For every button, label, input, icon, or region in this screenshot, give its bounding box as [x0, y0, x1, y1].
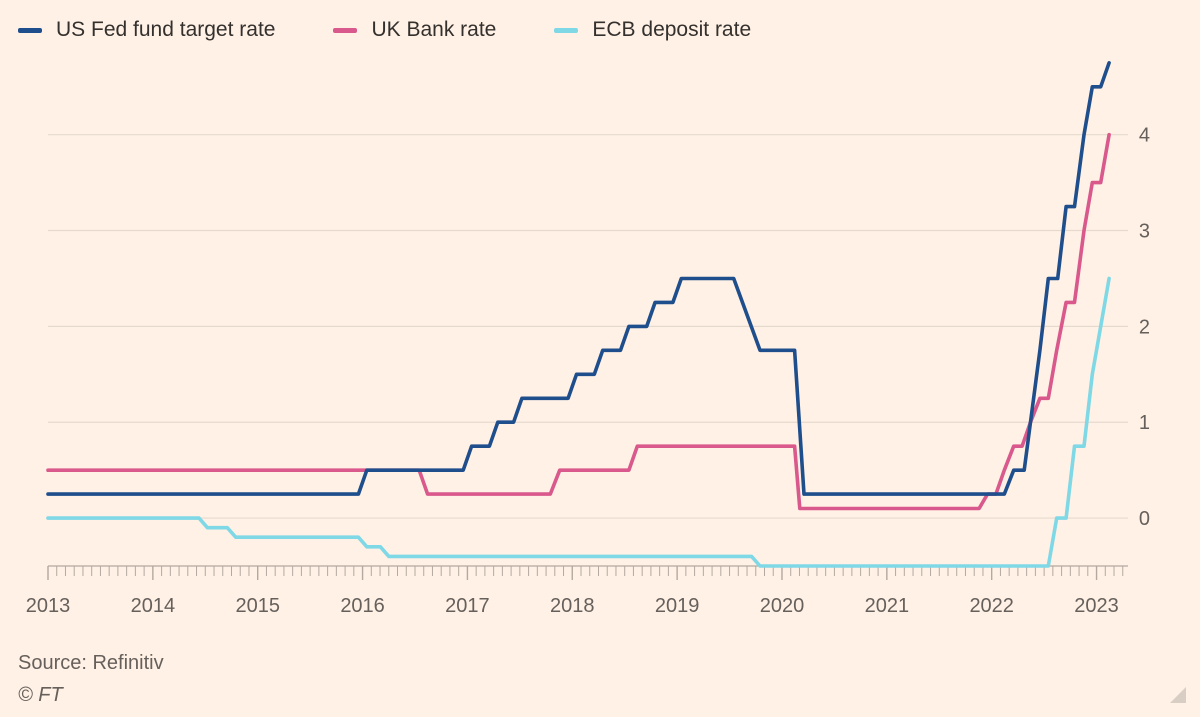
x-tick-label-2015: 2015	[235, 595, 280, 617]
x-tick-label-2014: 2014	[131, 595, 176, 617]
x-tick-label-2020: 2020	[760, 595, 805, 617]
legend-label-ecb: ECB deposit rate	[592, 18, 752, 41]
legend-swatch-us-fed	[18, 27, 42, 33]
series-layer	[46, 61, 1111, 568]
x-tick-label-2019: 2019	[655, 595, 700, 617]
y-tick-label-3: 3	[1139, 221, 1150, 243]
x-tick-label-2017: 2017	[445, 595, 490, 617]
x-tick-label-2016: 2016	[340, 595, 385, 617]
x-tick-label-2021: 2021	[865, 595, 910, 617]
legend-swatch-ecb	[554, 27, 579, 33]
resize-handle-icon[interactable]	[1170, 687, 1186, 703]
legend-label-uk-bank: UK Bank rate	[371, 18, 497, 41]
legend-label-us-fed: US Fed fund target rate	[56, 18, 276, 41]
legend-swatch-uk-bank	[333, 27, 358, 33]
legend-item-ecb[interactable]: ECB deposit rate	[554, 18, 751, 42]
x-tick-label-2018: 2018	[550, 595, 595, 617]
y-tick-label-2: 2	[1139, 316, 1150, 338]
x-tick-label-2013: 2013	[26, 595, 71, 617]
x-axis: 2013 2014 2015 2016 2017 2018 2019 2020 2021 2022…	[26, 565, 1128, 617]
x-tick-label-2023: 2023	[1074, 595, 1119, 617]
legend-item-uk-bank[interactable]: UK Bank rate	[333, 18, 496, 42]
legend-item-us-fed[interactable]: US Fed fund target rate	[18, 18, 275, 42]
y-tick-label-0: 0	[1139, 508, 1150, 530]
y-tick-label-1: 1	[1139, 412, 1150, 434]
legend: US Fed fund target rate UK Bank rate ECB…	[18, 18, 809, 42]
y-tick-label-4: 4	[1139, 125, 1150, 147]
copyright-note: © FT	[18, 684, 63, 706]
series-line-us-fed-fund-target-rate	[46, 61, 1111, 496]
series-line-uk-bank-rate	[46, 132, 1111, 511]
x-tick-label-2022: 2022	[969, 595, 1014, 617]
grid-layer: 0 1 2 3 4	[48, 125, 1150, 530]
source-note: Source: Refinitiv	[18, 652, 164, 674]
series-line-ecb-deposit-rate	[46, 276, 1111, 568]
